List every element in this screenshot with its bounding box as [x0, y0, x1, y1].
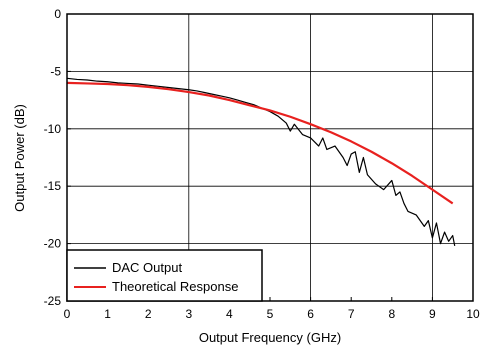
- x-tick-label: 9: [429, 307, 436, 321]
- x-tick-label: 5: [267, 307, 274, 321]
- y-tick-label: -20: [44, 237, 62, 251]
- series-line-theoretical-response: [66, 81, 454, 205]
- x-axis-label: Output Frequency (GHz): [199, 330, 341, 345]
- x-tick-label: 0: [64, 307, 71, 321]
- x-tick-label: 3: [185, 307, 192, 321]
- x-tick-label: 4: [226, 307, 233, 321]
- y-tick-label: -15: [44, 179, 62, 193]
- legend-label-dac-output: DAC Output: [112, 260, 182, 275]
- legend-label-theoretical-response: Theoretical Response: [112, 279, 238, 294]
- legend-box: [66, 249, 263, 302]
- x-tick-label: 6: [307, 307, 314, 321]
- x-tick-label: 2: [145, 307, 152, 321]
- x-tick-label: 1: [104, 307, 111, 321]
- plot-series: [66, 77, 456, 247]
- y-tick-label: -10: [44, 122, 62, 136]
- grid-lines: [67, 14, 473, 301]
- y-tick-label: -5: [50, 64, 61, 78]
- y-axis-label: Output Power (dB): [12, 104, 27, 212]
- y-axis-ticks: 0 -5 -10 -15 -20 -25: [44, 7, 71, 308]
- y-tick-label: 0: [54, 7, 61, 21]
- legend: DAC Output Theoretical Response: [66, 249, 263, 302]
- x-tick-label: 7: [348, 307, 355, 321]
- x-tick-label: 10: [466, 307, 480, 321]
- y-tick-label: -25: [44, 294, 62, 308]
- x-tick-label: 8: [388, 307, 395, 321]
- series-line-dac-output: [66, 77, 456, 247]
